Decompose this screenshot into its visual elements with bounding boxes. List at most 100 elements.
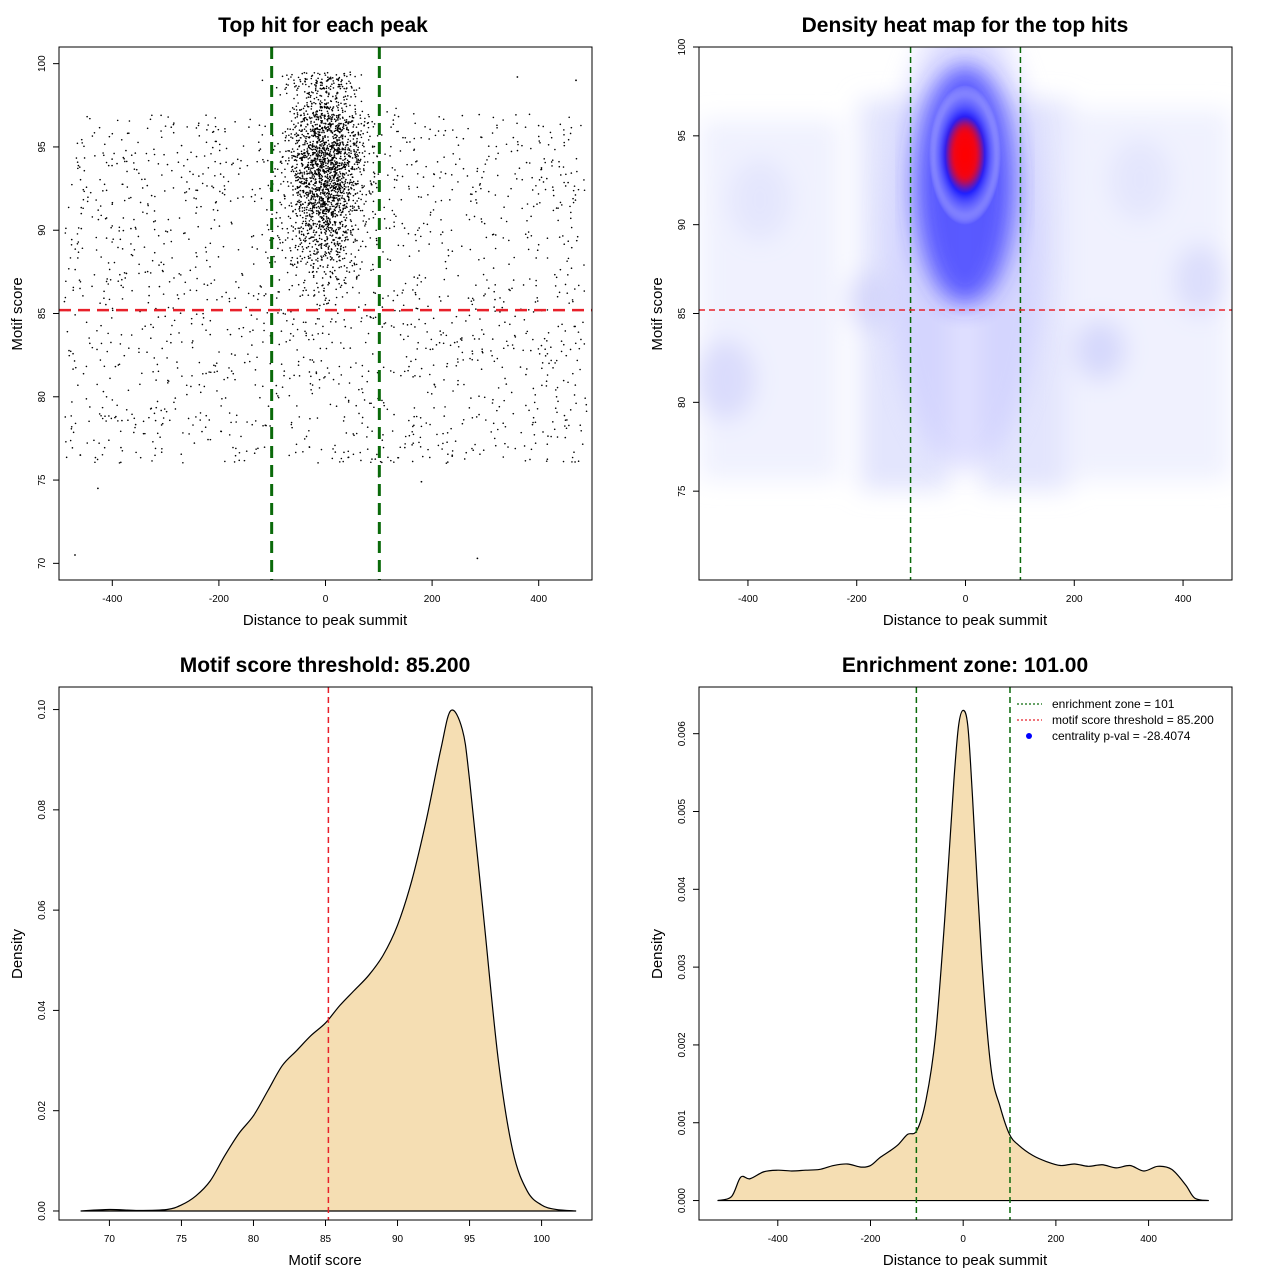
- scatter-point: [310, 82, 313, 85]
- scatter-point: [316, 82, 318, 85]
- scatter-point: [358, 151, 361, 154]
- scatter-point: [408, 365, 410, 368]
- scatter-point: [97, 218, 100, 221]
- scatter-point: [532, 311, 535, 313]
- scatter-point: [525, 404, 527, 407]
- scatter-point: [583, 290, 586, 292]
- scatter-point: [344, 95, 347, 98]
- scatter-point: [320, 231, 323, 234]
- scatter-point: [325, 297, 327, 300]
- scatter-point: [413, 148, 416, 151]
- scatter-point: [487, 190, 490, 193]
- scatter-point: [416, 277, 419, 279]
- scatter-point: [341, 240, 343, 242]
- scatter-point: [85, 321, 88, 324]
- scatter-point: [333, 114, 335, 116]
- scatter-point: [329, 115, 331, 118]
- scatter-point: [319, 211, 321, 214]
- scatter-point: [301, 129, 304, 131]
- scatter-point: [527, 248, 530, 251]
- scatter-point: [316, 240, 319, 243]
- scatter-point: [240, 335, 243, 338]
- legend-entry-label: motif score threshold = 85.200: [1052, 713, 1214, 727]
- scatter-point: [336, 204, 339, 206]
- scatter-point: [137, 141, 139, 144]
- scatter-point: [154, 447, 157, 450]
- scatter-point: [127, 419, 129, 422]
- scatter-point: [309, 417, 311, 420]
- scatter-point: [324, 122, 327, 125]
- scatter-point: [572, 201, 575, 204]
- scatter-point: [327, 115, 329, 118]
- scatter-point: [320, 360, 323, 362]
- scatter-point: [202, 312, 204, 315]
- scatter-point: [349, 71, 351, 73]
- scatter-point: [442, 332, 445, 334]
- scatter-point: [470, 397, 472, 399]
- scatter-point: [325, 102, 328, 105]
- scatter-point: [538, 140, 541, 142]
- scatter-point: [329, 186, 332, 189]
- scatter-point: [534, 421, 537, 424]
- scatter-point: [307, 294, 310, 296]
- scatter-point: [120, 139, 123, 141]
- scatter-point: [296, 94, 299, 96]
- scatter-point: [327, 246, 330, 249]
- scatter-point: [339, 118, 341, 120]
- scatter-point: [318, 318, 320, 320]
- scatter-point: [329, 117, 331, 120]
- scatter-point: [370, 193, 372, 195]
- scatter-point: [324, 375, 326, 378]
- scatter-point: [302, 289, 305, 292]
- scatter-point: [186, 181, 188, 183]
- scatter-point: [574, 194, 577, 196]
- scatter-point: [323, 155, 325, 157]
- scatter-point: [481, 221, 483, 223]
- scatter-point: [118, 363, 121, 366]
- scatter-point: [349, 366, 352, 369]
- scatter-point: [312, 188, 315, 190]
- scatter-point: [462, 167, 465, 170]
- scatter-point: [354, 108, 357, 111]
- scatter-point: [300, 226, 303, 228]
- scatter-point: [326, 302, 328, 305]
- scatter-point: [572, 372, 574, 375]
- scatter-point: [290, 259, 292, 262]
- scatter-point: [85, 186, 88, 189]
- scatter-point: [82, 188, 85, 191]
- scatter-point: [141, 372, 143, 375]
- scatter-point: [402, 304, 405, 307]
- scatter-point: [263, 322, 265, 325]
- scatter-point: [374, 213, 377, 216]
- scatter-point: [546, 177, 548, 180]
- scatter-point: [308, 223, 311, 226]
- scatter-point: [476, 170, 479, 173]
- scatter-point: [150, 323, 152, 326]
- scatter-point: [321, 224, 323, 227]
- scatter-point: [340, 284, 343, 287]
- scatter-point: [342, 246, 345, 249]
- scatter-point: [327, 198, 330, 200]
- scatter-point: [103, 143, 106, 146]
- scatter-point: [77, 227, 80, 229]
- scatter-point: [312, 193, 315, 196]
- scatter-point: [343, 74, 346, 77]
- heatmap-y-tick-label: 85: [677, 308, 688, 320]
- scatter-point: [353, 270, 356, 272]
- scatter-point: [349, 140, 352, 142]
- scatter-point: [422, 222, 425, 225]
- scatter-point: [310, 148, 313, 151]
- scatter-point: [132, 162, 135, 164]
- scatter-point: [312, 198, 315, 200]
- scatter-point: [320, 179, 323, 182]
- scatter-point: [496, 174, 499, 177]
- scatter-point: [554, 362, 556, 364]
- scatter-point: [309, 202, 311, 204]
- scatter-point: [349, 82, 352, 84]
- scatter-point: [381, 439, 384, 441]
- scatter-point: [180, 144, 183, 147]
- scatter-point: [338, 206, 341, 209]
- scatter-point: [334, 231, 337, 233]
- scatter-point: [322, 209, 325, 211]
- scatter-point: [493, 290, 496, 293]
